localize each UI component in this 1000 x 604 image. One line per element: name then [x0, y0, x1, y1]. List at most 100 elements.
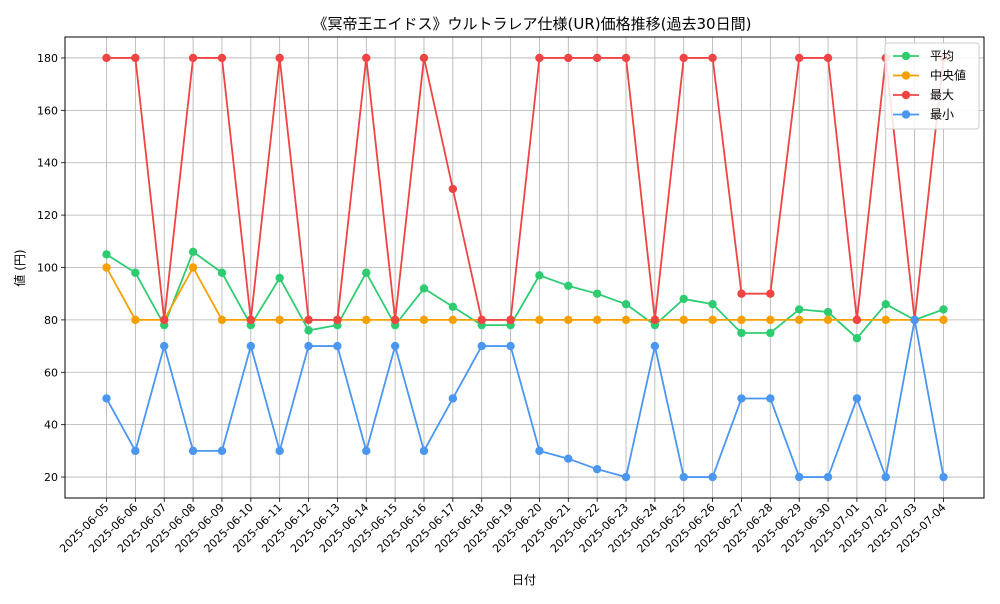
data-point	[362, 315, 371, 325]
data-point	[188, 53, 198, 63]
data-point	[766, 394, 775, 403]
data-point	[419, 446, 429, 456]
legend-label: 中央値	[930, 68, 966, 83]
data-point	[881, 472, 890, 482]
data-point	[188, 247, 198, 256]
data-point	[535, 446, 544, 456]
series-0	[102, 247, 948, 343]
data-point	[333, 315, 342, 325]
data-point	[131, 315, 140, 325]
data-point	[939, 305, 948, 314]
data-point	[737, 328, 746, 338]
data-point	[102, 250, 111, 259]
data-point	[621, 472, 631, 482]
data-point	[766, 289, 775, 298]
data-point	[362, 268, 371, 277]
series-line	[105, 266, 944, 321]
data-point	[592, 289, 602, 298]
data-point	[852, 394, 862, 403]
data-point	[131, 53, 140, 63]
data-point	[794, 315, 804, 325]
data-point	[939, 315, 948, 325]
data-point	[823, 472, 833, 482]
data-point	[794, 472, 804, 482]
data-point	[275, 273, 284, 283]
data-point	[852, 334, 862, 343]
data-point	[852, 315, 862, 325]
data-point	[535, 315, 544, 325]
data-point	[362, 53, 371, 63]
data-point	[275, 53, 284, 63]
data-point	[506, 341, 515, 351]
data-point	[419, 315, 429, 325]
data-point	[304, 326, 313, 335]
data-point	[794, 305, 804, 314]
legend-label: 最大	[930, 88, 954, 102]
data-point	[881, 299, 890, 309]
legend-label: 平均	[930, 49, 954, 63]
legend-box	[884, 42, 980, 130]
data-point	[448, 302, 458, 311]
data-point	[592, 315, 602, 325]
data-point	[448, 394, 458, 403]
data-point	[390, 341, 400, 351]
data-point	[650, 341, 660, 351]
data-point	[477, 341, 486, 351]
data-point	[362, 446, 371, 456]
legend-marker	[901, 71, 911, 80]
data-point	[102, 394, 111, 403]
data-point	[535, 53, 544, 63]
data-point	[823, 315, 833, 325]
legend-item: 最大	[893, 88, 954, 102]
data-point	[102, 53, 111, 63]
data-point	[217, 315, 227, 325]
data-point	[564, 281, 573, 291]
y-tick-label: 120	[37, 209, 58, 222]
y-tick-label: 20	[44, 471, 58, 484]
data-point	[246, 341, 256, 351]
legend-label: 最小	[930, 108, 954, 122]
data-point	[564, 454, 573, 463]
data-point	[708, 472, 717, 482]
data-point	[708, 315, 717, 325]
y-tick-label: 180	[37, 52, 58, 65]
data-point	[737, 315, 746, 325]
series-line	[106, 250, 944, 340]
data-point	[217, 268, 227, 277]
data-point	[766, 315, 775, 325]
data-point	[102, 263, 111, 272]
y-tick-label: 60	[44, 366, 58, 379]
data-point	[794, 53, 804, 63]
data-point	[160, 341, 169, 351]
data-point	[188, 446, 198, 456]
series-2	[102, 53, 948, 325]
data-point	[275, 446, 284, 456]
data-point	[477, 315, 486, 325]
data-point	[679, 53, 688, 63]
x-axis: 2025-06-052025-06-062025-06-072025-06-08…	[57, 498, 949, 555]
data-point	[419, 53, 429, 63]
data-point	[390, 315, 400, 325]
legend-marker	[901, 51, 911, 61]
data-point	[592, 53, 602, 63]
x-axis-label: 日付	[512, 573, 536, 587]
data-point	[679, 294, 688, 304]
legend-marker	[901, 110, 911, 119]
y-tick-label: 80	[44, 314, 58, 327]
data-point	[679, 315, 688, 325]
legend-marker	[901, 90, 911, 100]
data-point	[910, 315, 919, 325]
data-point	[448, 184, 458, 194]
data-point	[679, 472, 688, 482]
data-point	[448, 315, 458, 325]
series-1	[102, 263, 948, 325]
data-point	[304, 341, 313, 351]
y-tick-label: 100	[37, 262, 58, 275]
data-point	[650, 315, 660, 325]
data-point	[131, 446, 140, 456]
y-tick-label: 160	[37, 104, 58, 117]
data-point	[217, 446, 227, 456]
data-point	[708, 299, 717, 309]
chart-title: 《冥帝王エイドス》ウルトラレア仕様(UR)価格推移(過去30日間)	[313, 15, 752, 33]
